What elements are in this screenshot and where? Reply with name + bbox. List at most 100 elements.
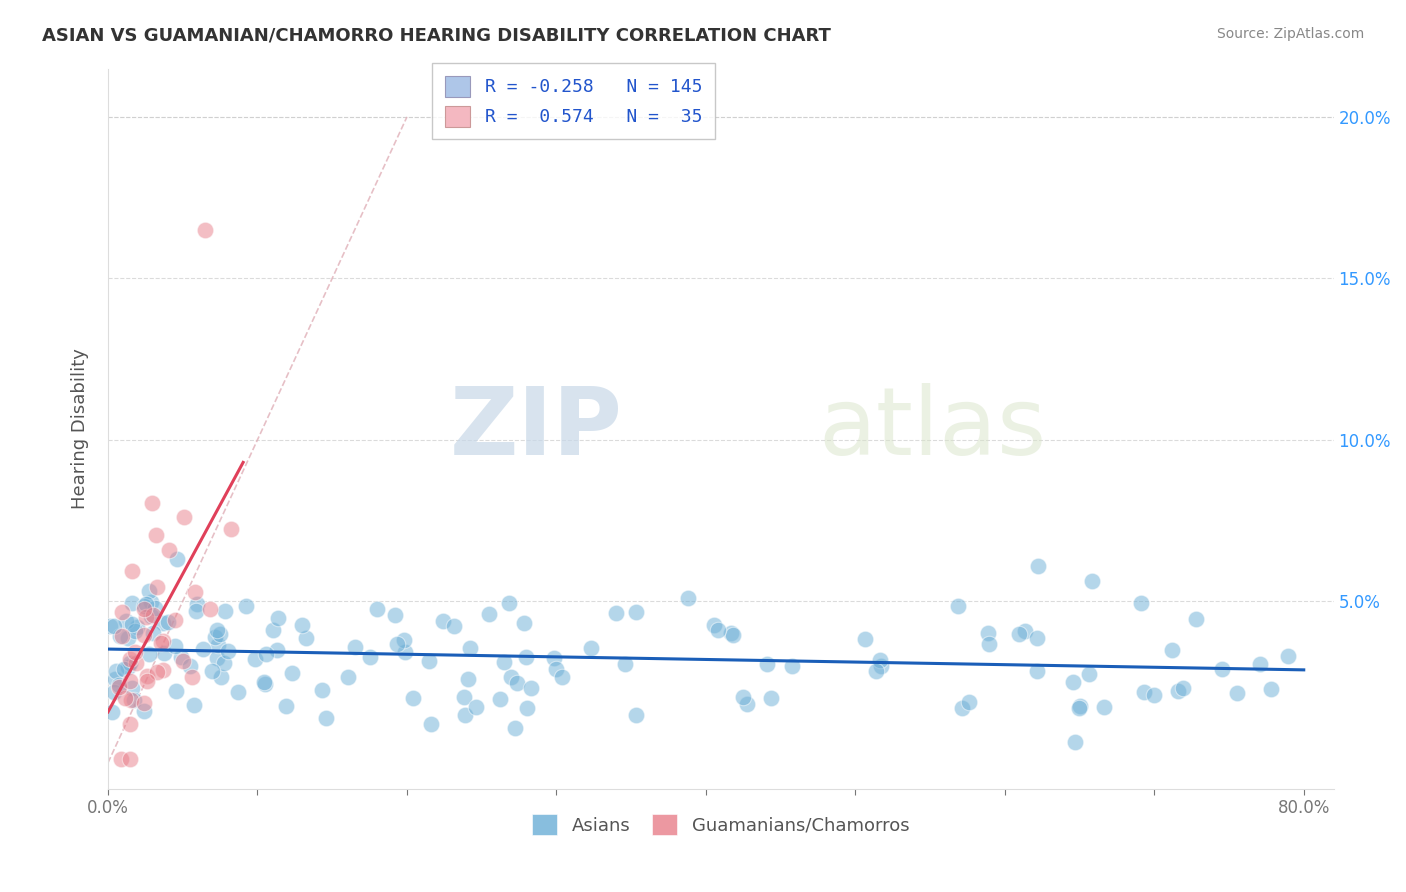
Point [457, 672, 479, 686]
Point [115, 614, 138, 628]
Point [520, 681, 543, 695]
Point [204, 630, 226, 644]
Point [138, 583, 160, 598]
Point [121, 681, 143, 695]
Point [170, 650, 193, 665]
Point [443, 618, 465, 632]
Point [1277, 648, 1299, 663]
Point [432, 615, 454, 629]
Point [149, 635, 172, 649]
Point [124, 624, 146, 639]
Point [544, 662, 567, 676]
Point [294, 631, 316, 645]
Point [359, 650, 381, 665]
Point [118, 752, 141, 766]
Point [103, 619, 125, 633]
Point [105, 665, 128, 679]
Point [194, 223, 217, 237]
Point [1092, 700, 1115, 714]
Point [311, 682, 333, 697]
Point [226, 685, 249, 699]
Point [186, 597, 208, 611]
Point [464, 700, 486, 714]
Point [454, 708, 477, 723]
Point [344, 640, 367, 654]
Point [1143, 688, 1166, 702]
Point [291, 618, 314, 632]
Point [950, 701, 973, 715]
Point [254, 647, 277, 661]
Point [1080, 574, 1102, 588]
Point [946, 599, 969, 614]
Point [613, 657, 636, 672]
Point [276, 699, 298, 714]
Point [626, 605, 648, 619]
Point [1211, 662, 1233, 676]
Point [1014, 624, 1036, 638]
Point [315, 711, 337, 725]
Point [551, 670, 574, 684]
Point [755, 657, 778, 672]
Point [337, 670, 360, 684]
Point [101, 705, 124, 719]
Point [1069, 700, 1091, 714]
Point [208, 627, 231, 641]
Point [977, 626, 1000, 640]
Point [506, 676, 529, 690]
Point [142, 607, 165, 622]
Point [366, 602, 388, 616]
Point [132, 628, 155, 642]
Point [152, 616, 174, 631]
Point [723, 628, 745, 642]
Point [865, 664, 887, 678]
Point [117, 631, 139, 645]
Point [402, 691, 425, 706]
Point [135, 668, 157, 682]
Point [141, 595, 163, 609]
Point [201, 664, 224, 678]
Point [121, 616, 143, 631]
Point [110, 629, 132, 643]
Point [100, 619, 122, 633]
Point [418, 654, 440, 668]
Point [1185, 612, 1208, 626]
Point [146, 580, 169, 594]
Point [977, 637, 1000, 651]
Point [1249, 657, 1271, 671]
Point [112, 662, 135, 676]
Point [780, 659, 803, 673]
Point [121, 596, 143, 610]
Legend: Asians, Guamanians/Chamorros: Asians, Guamanians/Chamorros [523, 805, 918, 845]
Point [103, 684, 125, 698]
Point [141, 496, 163, 510]
Point [165, 684, 187, 698]
Point [142, 626, 165, 640]
Point [212, 657, 235, 671]
Point [108, 678, 131, 692]
Point [163, 639, 186, 653]
Point [1025, 632, 1047, 646]
Point [124, 645, 146, 659]
Point [453, 690, 475, 704]
Point [1260, 681, 1282, 696]
Point [853, 632, 876, 647]
Point [1069, 699, 1091, 714]
Point [605, 607, 627, 621]
Point [205, 651, 228, 665]
Point [392, 632, 415, 647]
Point [138, 647, 160, 661]
Point [207, 638, 229, 652]
Point [152, 663, 174, 677]
Point [121, 564, 143, 578]
Point [235, 599, 257, 613]
Point [759, 690, 782, 705]
Point [166, 552, 188, 566]
Point [420, 717, 443, 731]
Point [1063, 735, 1085, 749]
Point [125, 620, 148, 634]
Point [184, 584, 207, 599]
Point [179, 658, 201, 673]
Y-axis label: Hearing Disability: Hearing Disability [72, 348, 89, 509]
Point [281, 666, 304, 681]
Point [1133, 684, 1156, 698]
